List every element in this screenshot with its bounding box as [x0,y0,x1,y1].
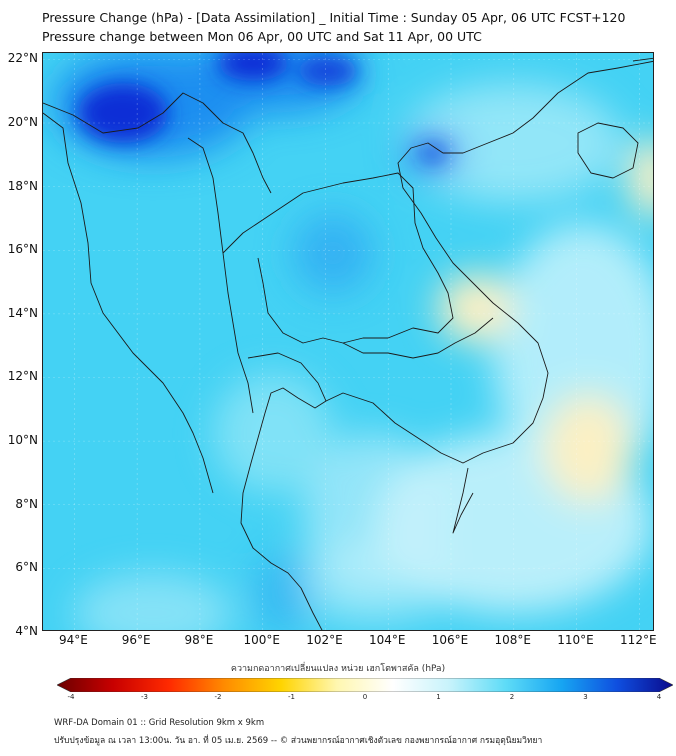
lon-label: 94°E [58,633,88,647]
graticule [43,53,653,630]
colorbar-tick-label: -2 [214,693,222,701]
lat-label: 22°N [7,51,38,66]
lat-label: 10°N [7,433,38,448]
lon-label: 106°E [431,633,469,647]
colorbar-scale [57,678,673,692]
colorbar-title: ความกดอากาศเปลี่ยนแปลง หน่วย เฮกโตพาสคัล… [230,664,446,674]
lon-label: 104°E [368,633,406,647]
map-title: Pressure Change (hPa) - [Data Assimilati… [42,10,626,25]
lon-label: 100°E [243,633,280,647]
map-canvas [43,53,653,630]
field-core [78,53,448,163]
lon-label: 96°E [121,633,151,647]
lat-label: 16°N [7,242,38,257]
colorbar-tick-label: -3 [141,693,148,701]
colorbar [57,678,673,692]
lon-label: 108°E [494,633,532,647]
lon-label: 102°E [306,633,343,647]
lat-label: 18°N [7,178,38,193]
lat-label: 14°N [7,305,38,320]
footer-model-info: WRF-DA Domain 01 :: Grid Resolution 9km … [54,718,265,728]
colorbar-tick-label: 2 [509,693,515,701]
colorbar-tick-label: -1 [288,693,295,701]
lat-label: 8°N [15,496,38,511]
colorbar-tick-label: -4 [67,693,75,701]
pressure-change-map [42,52,654,631]
lat-label: 12°N [7,369,38,384]
footer-credit: ปรับปรุงข้อมูล ณ เวลา 13:00น. วัน อา. ที… [54,736,543,746]
lon-label: 112°E [620,633,657,647]
lon-label: 98°E [184,633,214,647]
colorbar-tick-label: 3 [583,693,588,701]
lat-label: 4°N [15,624,38,638]
lat-label: 20°N [7,114,38,129]
coastlines [43,57,653,630]
colorbar-tick-label: 0 [362,693,368,701]
field-blobs [53,53,653,630]
lon-label: 110°E [557,633,594,647]
colorbar-tick-label: 4 [656,693,662,701]
map-subtitle: Pressure change between Mon 06 Apr, 00 U… [42,29,482,44]
colorbar-tick-label: 1 [436,693,441,701]
lat-label: 6°N [15,560,38,575]
